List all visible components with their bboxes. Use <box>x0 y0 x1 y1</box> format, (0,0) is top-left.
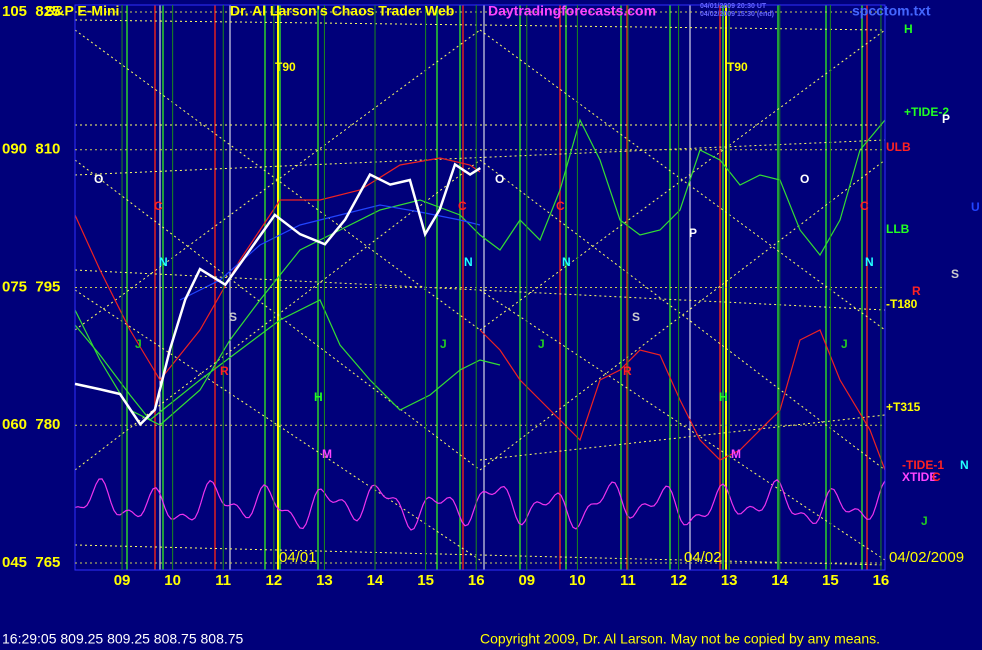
quote: 16:29:05 809.25 809.25 808.75 808.75 <box>2 631 244 647</box>
stamp: 04/02/2009 15:30 (end) <box>700 11 774 18</box>
annotation: N <box>562 255 571 269</box>
annotation: J <box>440 337 447 351</box>
annotation: C <box>556 199 565 213</box>
annotation: N <box>865 255 874 269</box>
annotation: C <box>860 199 869 213</box>
x-tick-label: 16 <box>468 572 485 589</box>
right-label: S <box>951 267 959 281</box>
right-label: ULB <box>886 140 911 154</box>
right-label: C <box>932 470 941 484</box>
y-tick-label: 075 795 <box>2 278 60 295</box>
x-tick-label: 12 <box>265 572 282 589</box>
symbol: S&P E-Mini <box>45 3 119 19</box>
annotation: S <box>632 310 640 324</box>
x-tick-label: 15 <box>822 572 839 589</box>
annotation: M <box>322 447 332 461</box>
x-tick-label: 09 <box>114 572 131 589</box>
right-label: +TIDE-2 <box>904 105 949 119</box>
annotation: O <box>800 172 809 186</box>
y-tick-label: 060 780 <box>2 416 60 433</box>
annotation: J <box>538 337 545 351</box>
y-tick-label: 090 810 <box>2 141 60 158</box>
x-tick-label: 15 <box>417 572 434 589</box>
annotation: J <box>135 337 142 351</box>
header: S&P E-Mini Dr. Al Larson's Chaos Trader … <box>45 3 931 19</box>
stamp: 04/01/2009 20:30 UT <box>700 3 767 10</box>
right-label: J <box>921 514 928 528</box>
x-tick-label: 13 <box>316 572 333 589</box>
right-label: XTIDE <box>902 470 937 484</box>
right-label: +T315 <box>886 400 921 414</box>
right-label: N <box>960 458 969 472</box>
annotation: O <box>495 172 504 186</box>
annotation: R <box>220 364 229 378</box>
decoration <box>74 4 886 571</box>
annotation: C <box>154 199 163 213</box>
annotation: P <box>689 226 697 240</box>
x-tick-label: 12 <box>670 572 687 589</box>
x-tick-label: 09 <box>518 572 535 589</box>
annotation: R <box>623 364 632 378</box>
title: Dr. Al Larson's Chaos Trader Web <box>230 3 454 19</box>
annotation: H <box>719 390 728 404</box>
x-tick-label: 14 <box>771 572 788 589</box>
annotation: C <box>458 199 467 213</box>
file-name: spcctom.txt <box>852 3 931 19</box>
annotation: N <box>159 255 168 269</box>
annotation: N <box>464 255 473 269</box>
annotation: H <box>314 390 323 404</box>
x-tick-label: 14 <box>367 572 384 589</box>
price-line <box>74 162 481 427</box>
right-label: U <box>971 200 980 214</box>
right-label: LLB <box>886 222 910 236</box>
date-label: 04/01 <box>279 549 317 566</box>
annotation: M <box>731 447 741 461</box>
site: Daytradingforecasts.com <box>488 3 656 19</box>
right-label: R <box>912 284 921 298</box>
right-label: P <box>942 112 950 126</box>
x-tick-label: 11 <box>620 572 636 589</box>
x-tick-label: 10 <box>569 572 586 589</box>
copyright: Copyright 2009, Dr. Al Larson. May not b… <box>480 631 880 647</box>
annotation: T90 <box>727 60 748 74</box>
right-label: -T180 <box>886 297 918 311</box>
y-tick-label: 105 825 <box>2 3 60 20</box>
right-label: H <box>904 22 913 36</box>
axes: 105 825 090 810 075 795 060 780 045 765 09 10 1… <box>2 3 889 589</box>
date-label: 04/02/2009 <box>889 549 964 566</box>
annotation: O <box>94 172 103 186</box>
date-label: 04/02 <box>684 549 722 566</box>
x-tick-label: 11 <box>215 572 231 589</box>
annotation: J <box>841 337 848 351</box>
x-tick-label: 16 <box>873 572 890 589</box>
x-tick-label: 10 <box>164 572 181 589</box>
annotations: T90 T90 O O O C C C C N N N N J J J J S … <box>94 22 980 566</box>
y-tick-label: 045 765 <box>2 554 60 571</box>
right-label: -TIDE-1 <box>902 458 944 472</box>
x-tick-label: 13 <box>721 572 738 589</box>
annotation: T90 <box>275 60 296 74</box>
annotation: S <box>229 310 237 324</box>
